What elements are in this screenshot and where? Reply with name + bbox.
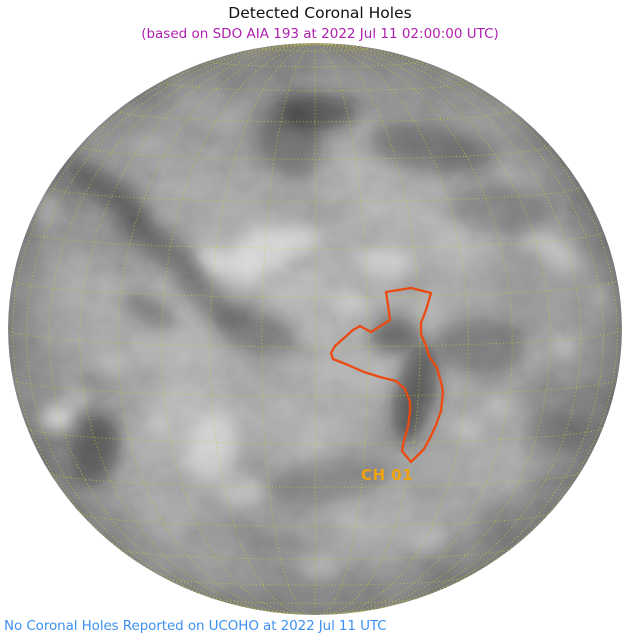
page-subtitle: (based on SDO AIA 193 at 2022 Jul 11 02:… (141, 26, 499, 42)
page-title: Detected Coronal Holes (228, 4, 412, 22)
sun-photosphere (8, 43, 622, 615)
coronal-hole-label: CH 01 (361, 466, 414, 484)
coronal-hole-contour (329, 286, 445, 464)
status-message: No Coronal Holes Reported on UCOHO at 20… (4, 618, 387, 634)
heliographic-grid (8, 43, 622, 615)
